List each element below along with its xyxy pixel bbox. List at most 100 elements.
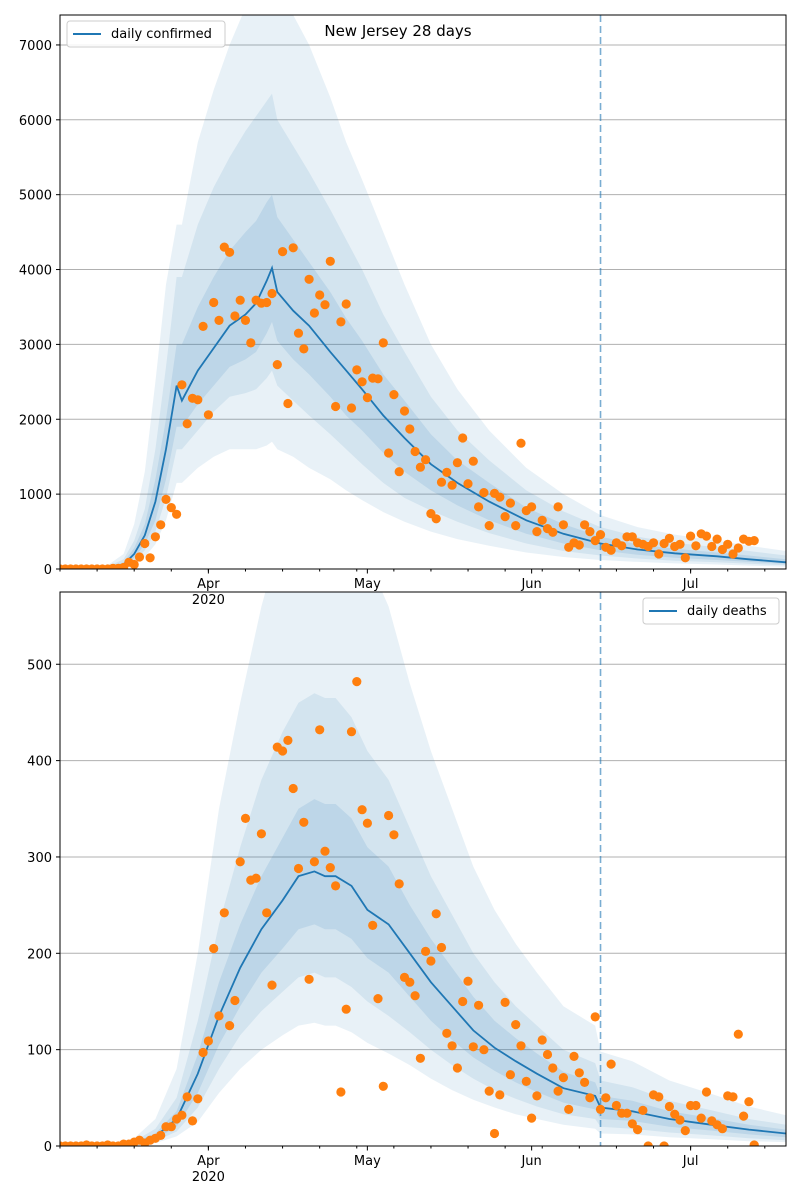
median-line <box>60 265 786 569</box>
observed-point <box>410 991 420 1001</box>
observed-point <box>267 980 277 990</box>
observed-point <box>219 908 229 918</box>
observed-point <box>691 541 701 551</box>
observed-point <box>315 290 325 300</box>
observed-point <box>304 274 314 284</box>
observed-point <box>686 531 696 541</box>
observed-point <box>733 543 743 553</box>
observed-point <box>542 1049 553 1060</box>
y-tick-label: 400 <box>27 755 52 770</box>
observed-point <box>214 1011 224 1021</box>
observed-point <box>638 1105 648 1115</box>
observed-point <box>415 462 425 472</box>
observed-point <box>140 538 150 549</box>
observed-point <box>664 1101 675 1112</box>
observed-point <box>421 455 431 465</box>
observed-point <box>378 338 388 348</box>
observed-point <box>293 863 304 874</box>
observed-point <box>145 553 155 563</box>
y-tick-label: 5000 <box>19 189 52 204</box>
observed-point <box>468 456 478 466</box>
y-axis: 0 1000 2000 3000 4000 5000 6000 7000 <box>19 39 60 578</box>
observed-point <box>707 541 717 552</box>
observed-point <box>648 538 659 548</box>
observed-point <box>331 401 341 412</box>
observed-point <box>331 881 341 891</box>
observed-point <box>150 532 160 542</box>
observed-point <box>574 540 584 550</box>
observed-point <box>410 446 420 457</box>
median-line-path <box>60 265 786 569</box>
y-gridlines <box>60 44 786 495</box>
observed-point <box>749 1140 759 1146</box>
plot-frame <box>59 14 787 570</box>
observed-point <box>484 521 494 531</box>
observed-point <box>421 946 431 957</box>
observed-point <box>495 1090 505 1100</box>
observed-point <box>633 1125 643 1135</box>
y-axis: 0 100 200 300 400 500 <box>27 658 60 1155</box>
observed-point <box>166 1122 176 1132</box>
observed-point <box>590 1012 600 1022</box>
observed-point <box>622 1108 632 1118</box>
observed-point <box>744 1097 754 1107</box>
observed-point <box>431 909 441 919</box>
observed-point <box>389 390 399 400</box>
observed-point <box>463 976 473 986</box>
y-tick-label: 6000 <box>19 114 52 129</box>
observed-point <box>474 502 484 512</box>
observed-point <box>246 338 256 348</box>
observed-point <box>659 1141 669 1146</box>
observed-point <box>505 1070 515 1080</box>
observed-point <box>378 1081 388 1091</box>
y-tick-label: 3000 <box>19 338 52 353</box>
observed-point <box>643 1141 653 1146</box>
observed-point <box>627 1119 637 1129</box>
observed-point <box>251 873 261 883</box>
observed-point <box>341 299 351 309</box>
observed-point <box>203 1036 213 1046</box>
observed-point <box>564 1104 574 1114</box>
observed-point <box>500 997 510 1008</box>
observed-point <box>389 830 399 840</box>
observed-point <box>384 448 394 458</box>
observed-point <box>177 1110 187 1120</box>
observed-point <box>209 297 219 308</box>
observed-point <box>611 1100 622 1111</box>
x-tick-label: May <box>354 577 381 592</box>
observed-point <box>701 531 712 541</box>
observed-point <box>606 1059 616 1069</box>
legend-label: daily confirmed <box>111 27 212 42</box>
observed-point <box>394 879 404 889</box>
observed-point <box>468 1042 478 1052</box>
observed-point <box>415 1053 425 1063</box>
observed-point <box>341 1004 351 1014</box>
y-tick-label: 500 <box>27 658 52 673</box>
observed-point <box>701 1087 712 1097</box>
observed-point <box>585 527 595 537</box>
observed-point <box>511 521 521 531</box>
observed-points <box>60 677 759 1146</box>
observed-point <box>172 509 182 519</box>
x-tick-sublabel: 2020 <box>192 1170 225 1185</box>
observed-point <box>182 419 192 429</box>
observed-point <box>495 492 505 502</box>
observed-point <box>262 297 272 308</box>
observed-point <box>558 1073 569 1083</box>
observed-point <box>193 395 203 405</box>
observed-point <box>442 467 452 477</box>
observed-point <box>156 520 166 530</box>
legend-label: daily deaths <box>687 604 767 619</box>
observed-point <box>601 1093 611 1103</box>
observed-point <box>182 1092 192 1102</box>
y-tick-label: 2000 <box>19 413 52 428</box>
observed-point <box>288 243 298 253</box>
observed-point <box>458 996 468 1007</box>
observed-point <box>198 321 208 331</box>
observed-point <box>309 308 319 318</box>
observed-point <box>278 746 288 756</box>
